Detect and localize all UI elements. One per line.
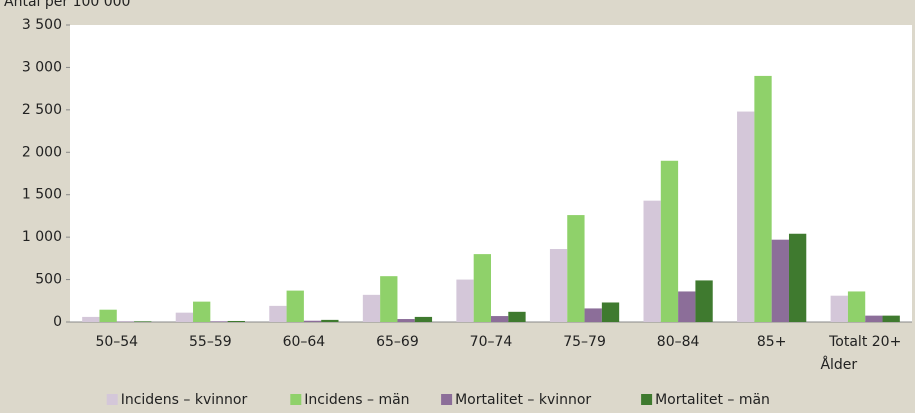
- bar: [695, 280, 713, 322]
- x-tick-label: 55–59: [189, 334, 232, 350]
- y-tick-label: 500: [35, 272, 62, 288]
- bar: [830, 295, 848, 322]
- y-tick-label: 2 500: [22, 102, 62, 118]
- bar: [456, 279, 474, 322]
- bar: [99, 309, 117, 322]
- y-tick-label: 3 000: [22, 59, 62, 75]
- bar: [397, 319, 415, 322]
- x-tick-label: 50–54: [95, 334, 138, 350]
- bar: [491, 316, 509, 322]
- bar: [473, 254, 491, 322]
- legend-label: Incidens – kvinnor: [121, 392, 248, 408]
- bar: [82, 316, 100, 322]
- bar: [380, 276, 398, 322]
- x-tick-label: 75–79: [563, 334, 606, 350]
- legend-label: Incidens – män: [304, 392, 409, 408]
- bar: [362, 294, 381, 322]
- bar: [788, 233, 807, 322]
- x-tick-label: Totalt 20+: [828, 334, 901, 350]
- bar: [321, 319, 339, 322]
- bar: [210, 321, 228, 322]
- legend-swatch: [641, 394, 653, 405]
- bar: [567, 215, 585, 322]
- x-tick-label: 85+: [757, 334, 787, 350]
- bar: [134, 321, 152, 322]
- bar: [882, 315, 900, 322]
- bar: [660, 160, 679, 322]
- bar: [847, 291, 866, 322]
- bar: [549, 249, 568, 322]
- x-tick-label: 60–64: [283, 334, 326, 350]
- x-tick-label: 80–84: [657, 334, 700, 350]
- y-tick-label: 1 000: [22, 229, 62, 245]
- legend-label: Mortalitet – män: [655, 392, 770, 408]
- legend-label: Mortalitet – kvinnor: [455, 392, 591, 408]
- bar: [643, 200, 661, 322]
- y-tick-label: 2 000: [22, 144, 62, 160]
- y-tick-label: 1 500: [22, 187, 62, 203]
- bar: [865, 315, 883, 322]
- legend-swatch: [441, 394, 453, 405]
- x-tick-label: 65–69: [376, 334, 419, 350]
- bar: [227, 320, 245, 322]
- x-axis-label: Ålder: [820, 356, 857, 373]
- legend-swatch: [290, 394, 302, 405]
- bar: [175, 312, 194, 322]
- legend-swatch: [106, 394, 118, 405]
- y-tick-label: 0: [53, 314, 62, 330]
- bar: [737, 111, 755, 322]
- bar: [601, 302, 620, 322]
- bar: [754, 75, 772, 323]
- bar: [678, 291, 696, 322]
- bar: [508, 311, 526, 322]
- bar: [193, 301, 211, 322]
- bar: [303, 320, 322, 322]
- bar: [771, 239, 789, 322]
- y-tick-label: 3 500: [22, 17, 62, 33]
- bar: [286, 290, 304, 322]
- y-axis-label: Antal per 100 000: [4, 0, 130, 10]
- bar: [269, 305, 287, 322]
- bar: [414, 316, 433, 322]
- bar: [584, 308, 602, 322]
- x-tick-label: 70–74: [470, 334, 513, 350]
